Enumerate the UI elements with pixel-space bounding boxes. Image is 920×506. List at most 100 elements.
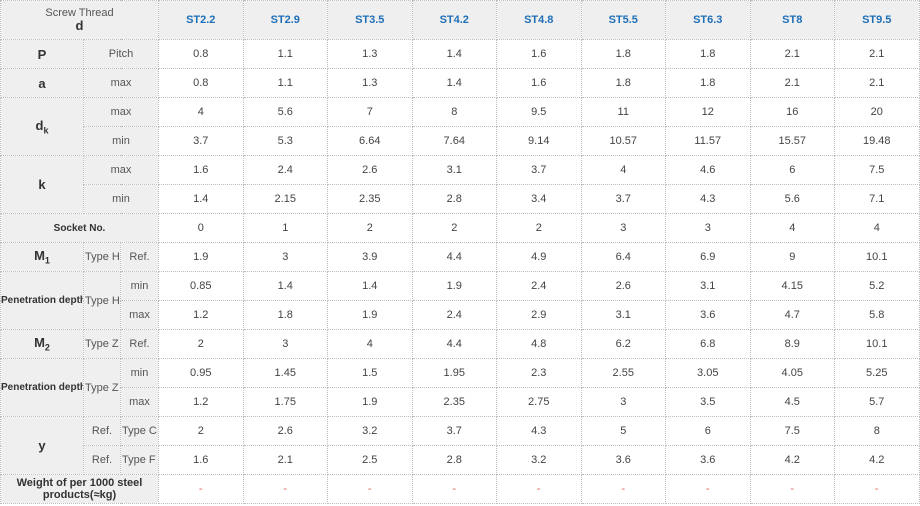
corner-cell: Screw Thread d <box>0 0 159 40</box>
value-cell: 6.64 <box>327 126 413 156</box>
row-dk-min: min 3.7 5.3 6.64 7.64 9.14 10.57 11.57 15.57 19.… <box>1 126 920 156</box>
column-header: ST9.5 <box>834 0 920 40</box>
column-header: ST4.8 <box>496 0 582 40</box>
label-type-z: Type Z <box>83 358 121 417</box>
value-cell: 4.05 <box>749 358 835 388</box>
value-cell: 3.05 <box>665 358 751 388</box>
row-k-min: min 1.4 2.15 2.35 2.8 3.4 3.7 4.3 5.6 7.1 <box>1 184 920 214</box>
value-cell: 1.6 <box>496 68 582 98</box>
value-cell: 1.3 <box>327 39 413 69</box>
value-cell: 1.4 <box>158 184 244 214</box>
value-cell: 4.15 <box>749 271 835 301</box>
value-cell: 5.7 <box>834 387 920 417</box>
label-min: min <box>120 271 159 301</box>
row-pen-z-max: max 1.2 1.75 1.9 2.35 2.75 3 3.5 4.5 5.7 <box>1 387 920 417</box>
value-cell: 4 <box>327 329 413 359</box>
value-cell: 7 <box>327 97 413 127</box>
label-socket-no: Socket No. <box>0 213 159 243</box>
value-cell: 2.5 <box>327 445 413 475</box>
row-pen-h-min: Penetration depth Type H min 0.85 1.4 1.4 1… <box>0 271 920 330</box>
value-cell: 2.1 <box>834 68 920 98</box>
value-cell: 5.2 <box>834 271 920 301</box>
value-cell: 8.9 <box>749 329 835 359</box>
row-weight: Weight of per 1000 steel products(≈kg) -… <box>0 474 920 504</box>
column-header: ST8 <box>749 0 835 40</box>
row-y-type-f: Ref. Type F 1.6 2.1 2.5 2.8 3.2 3.6 3.6 4.2 4.2 <box>1 445 920 475</box>
label-max: max <box>83 155 159 185</box>
value-cell: - <box>749 474 835 504</box>
value-cell: 1.4 <box>242 271 328 301</box>
label-type-c: Type C <box>120 416 159 446</box>
column-header: ST3.5 <box>327 0 413 40</box>
value-cell: 2.35 <box>327 184 413 214</box>
value-cell: 3 <box>242 242 328 272</box>
value-cell: - <box>158 474 244 504</box>
label-ref: Ref. <box>120 329 159 359</box>
value-cell: 5.6 <box>749 184 835 214</box>
value-cell: 0.95 <box>158 358 244 388</box>
value-cell: 4.5 <box>749 387 835 417</box>
value-cell: 7.5 <box>749 416 835 446</box>
value-cell: 1.9 <box>327 300 413 330</box>
label-dk-sub: k <box>43 125 49 136</box>
label-max: max <box>120 300 159 330</box>
column-header: ST2.2 <box>158 0 244 40</box>
value-cell: 1.9 <box>158 242 244 272</box>
label-ref: Ref. <box>83 416 121 446</box>
column-header: ST4.2 <box>411 0 497 40</box>
value-cell: 4.8 <box>496 329 582 359</box>
value-cell: 2 <box>411 213 497 243</box>
label-p: P <box>0 39 84 69</box>
value-cell: 1.95 <box>411 358 497 388</box>
value-cell: 6.2 <box>580 329 666 359</box>
value-cell: 11.57 <box>665 126 751 156</box>
value-cell: - <box>665 474 751 504</box>
corner-symbol: d <box>75 18 84 33</box>
value-cell: 3.9 <box>327 242 413 272</box>
label-m2-sub: 2 <box>44 342 50 353</box>
row-k-max: k max 1.6 2.4 2.6 3.1 3.7 4 4.6 6 7.5 <box>0 155 920 214</box>
value-cell: 5.6 <box>242 97 328 127</box>
value-cell: 6.9 <box>665 242 751 272</box>
value-cell: 2.1 <box>834 39 920 69</box>
value-cell: 2.15 <box>242 184 328 214</box>
label-k: k <box>0 155 84 214</box>
value-cell: 10.1 <box>834 329 920 359</box>
label-penetration-depth: Penetration depth <box>0 358 84 417</box>
label-dk-base: d <box>35 117 44 133</box>
value-cell: 1.1 <box>242 68 328 98</box>
value-cell: 3.2 <box>327 416 413 446</box>
value-cell: 1.2 <box>158 387 244 417</box>
value-cell: 2.6 <box>327 155 413 185</box>
value-cell: 0.8 <box>158 39 244 69</box>
value-cell: 1.8 <box>580 39 666 69</box>
value-cell: 2.1 <box>242 445 328 475</box>
value-cell: 8 <box>411 97 497 127</box>
value-cell: 2.6 <box>580 271 666 301</box>
value-cell: 0.85 <box>158 271 244 301</box>
value-cell: 15.57 <box>749 126 835 156</box>
value-cell: 2.4 <box>242 155 328 185</box>
column-header: ST5.5 <box>580 0 666 40</box>
label-type-h: Type H <box>83 271 121 330</box>
value-cell: 3 <box>242 329 328 359</box>
label-m1: M1 <box>0 242 84 272</box>
value-cell: 2 <box>327 213 413 243</box>
value-cell: 9.5 <box>496 97 582 127</box>
value-cell: - <box>327 474 413 504</box>
value-cell: 8 <box>834 416 920 446</box>
value-cell: 7.1 <box>834 184 920 214</box>
value-cell: 4.3 <box>665 184 751 214</box>
value-cell: 1 <box>242 213 328 243</box>
value-cell: 1.4 <box>411 39 497 69</box>
label-min: min <box>120 358 159 388</box>
value-cell: 1.6 <box>158 445 244 475</box>
label-dk: dk <box>0 97 84 156</box>
value-cell: 1.6 <box>158 155 244 185</box>
value-cell: 3 <box>580 387 666 417</box>
value-cell: 4 <box>158 97 244 127</box>
value-cell: 2.3 <box>496 358 582 388</box>
value-cell: 1.6 <box>496 39 582 69</box>
value-cell: 3.1 <box>580 300 666 330</box>
